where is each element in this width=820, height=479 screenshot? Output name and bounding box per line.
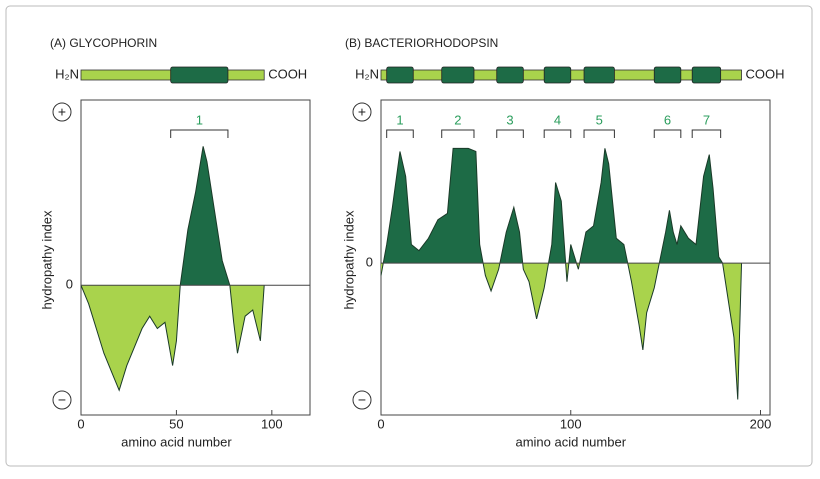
panel-title: (B) BACTERIORHODOPSIN — [345, 36, 498, 50]
negative-area — [81, 285, 265, 391]
c-terminus: COOH — [268, 66, 307, 81]
y-axis-label: hydropathy index — [39, 210, 54, 310]
sign-circle — [52, 390, 72, 410]
helix-bracket — [691, 129, 722, 138]
n-terminus: H₂N — [355, 66, 379, 81]
helix-bracket — [543, 129, 572, 138]
helix-segment — [691, 66, 722, 84]
sign-label: + — [58, 104, 66, 120]
y-axis-label: hydropathy index — [341, 210, 356, 310]
hydropathy-line — [80, 146, 265, 392]
sign-circle — [352, 102, 372, 122]
n-terminus: H₂N — [55, 66, 79, 81]
sign-label: − — [358, 392, 366, 408]
plot-box — [380, 99, 771, 416]
helix-segment — [441, 66, 475, 84]
sign-circle — [52, 102, 72, 122]
y-tick-label: 0 — [66, 277, 73, 292]
helix-label: 2 — [454, 112, 461, 127]
helix-segment — [386, 66, 414, 84]
x-tick-label: 0 — [377, 416, 384, 431]
helix-bracket — [441, 129, 475, 138]
sign-label: − — [58, 392, 66, 408]
helix-label: 6 — [664, 112, 671, 127]
sign-circle — [352, 390, 372, 410]
panel-title: (A) GLYCOPHORIN — [50, 36, 157, 50]
helix-label: 5 — [596, 112, 603, 127]
x-tick-label: 50 — [169, 416, 183, 431]
plot-box — [80, 99, 311, 416]
helix-bracket — [170, 129, 229, 138]
helix-segment — [496, 66, 524, 84]
x-tick-label: 200 — [750, 416, 772, 431]
c-terminus: COOH — [746, 66, 785, 81]
y-tick-label: 0 — [366, 255, 373, 270]
x-tick-label: 100 — [261, 416, 283, 431]
helix-label: 4 — [554, 112, 561, 127]
positive-area — [383, 148, 723, 264]
helix-bracket — [496, 129, 524, 138]
x-tick-label: 100 — [560, 416, 582, 431]
helix-segment — [170, 66, 229, 84]
helix-label: 3 — [506, 112, 513, 127]
helix-label: 1 — [196, 112, 203, 127]
helix-bracket — [583, 129, 615, 138]
x-axis-label: amino acid number — [121, 434, 232, 449]
helix-label: 7 — [703, 112, 710, 127]
helix-label: 1 — [396, 112, 403, 127]
sign-label: + — [358, 104, 366, 120]
helix-segment — [653, 66, 682, 84]
x-tick-label: 0 — [77, 416, 84, 431]
helix-bracket — [386, 129, 414, 138]
helix-segment — [543, 66, 572, 84]
positive-area — [81, 146, 265, 286]
hydropathy-line — [380, 147, 743, 400]
helix-bracket — [653, 129, 682, 138]
x-axis-label: amino acid number — [515, 434, 626, 449]
helix-segment — [583, 66, 615, 84]
